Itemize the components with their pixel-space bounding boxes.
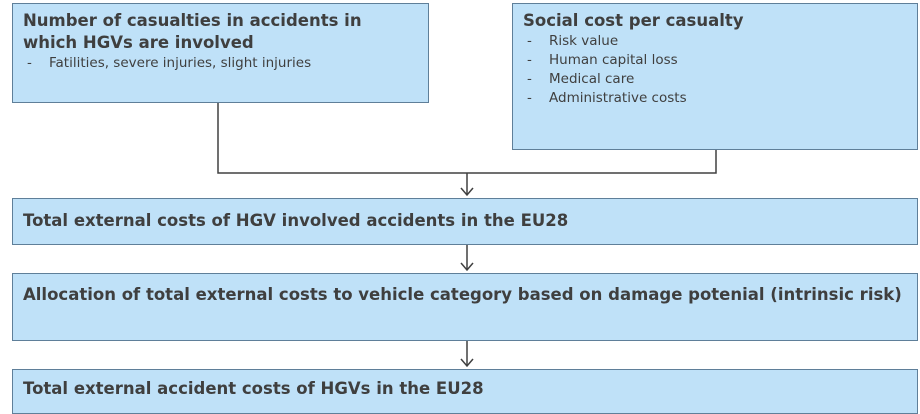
node-title: Social cost per casualty (523, 11, 744, 30)
node-box: Social cost per casualty Risk value Huma… (512, 3, 918, 150)
node-item: Human capital loss (523, 51, 907, 70)
arrow-head (460, 358, 474, 368)
node-title: Allocation of total external costs to ve… (23, 285, 902, 304)
node-item: Fatilities, severe injuries, slight inju… (23, 54, 418, 73)
arrow-head (460, 187, 474, 197)
node-box: Total external costs of HGV involved acc… (12, 198, 918, 245)
node-title: Total external accident costs of HGVs in… (23, 379, 484, 398)
node-item: Risk value (523, 32, 907, 51)
node-item: Medical care (523, 70, 907, 89)
node-box: Number of casualties in accidents in whi… (12, 3, 429, 103)
node-box: Total external accident costs of HGVs in… (12, 369, 918, 414)
node-title: Total external costs of HGV involved acc… (23, 211, 569, 230)
node-box: Allocation of total external costs to ve… (12, 273, 918, 341)
arrow-head (460, 262, 474, 272)
node-item: Administrative costs (523, 89, 907, 108)
node-title: Number of casualties in accidents in whi… (23, 11, 362, 52)
